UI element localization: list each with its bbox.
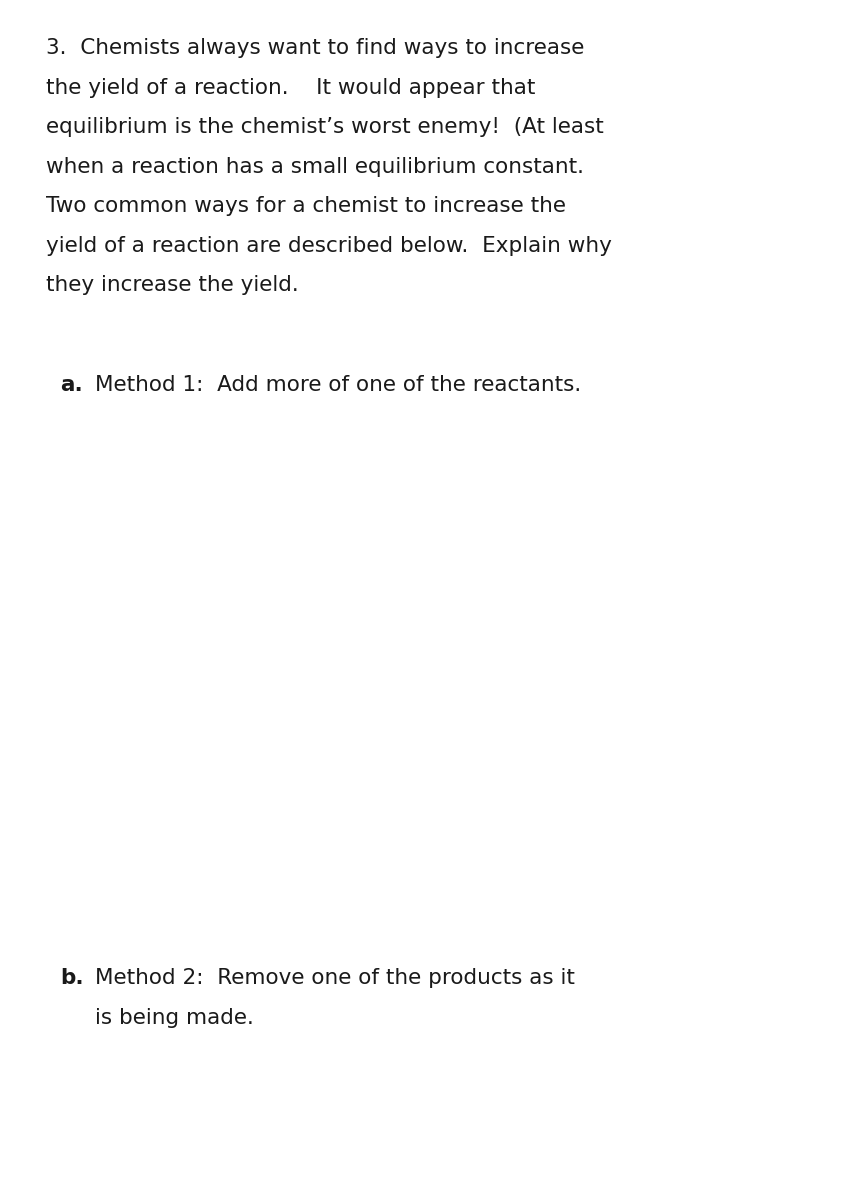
Text: Method 1:  Add more of one of the reactants.: Method 1: Add more of one of the reactan… [95, 374, 580, 395]
Text: the yield of a reaction.    It would appear that: the yield of a reaction. It would appear… [46, 78, 535, 97]
Text: 3.  Chemists always want to find ways to increase: 3. Chemists always want to find ways to … [46, 38, 584, 58]
Text: b.: b. [60, 968, 84, 988]
Text: Two common ways for a chemist to increase the: Two common ways for a chemist to increas… [46, 196, 566, 216]
Text: yield of a reaction are described below.  Explain why: yield of a reaction are described below.… [46, 235, 611, 256]
Text: a.: a. [60, 374, 83, 395]
Text: is being made.: is being made. [95, 1008, 254, 1027]
Text: Method 2:  Remove one of the products as it: Method 2: Remove one of the products as … [95, 968, 574, 988]
Text: they increase the yield.: they increase the yield. [46, 275, 299, 295]
Text: equilibrium is the chemist’s worst enemy!  (At least: equilibrium is the chemist’s worst enemy… [46, 118, 603, 137]
Text: when a reaction has a small equilibrium constant.: when a reaction has a small equilibrium … [46, 156, 583, 176]
